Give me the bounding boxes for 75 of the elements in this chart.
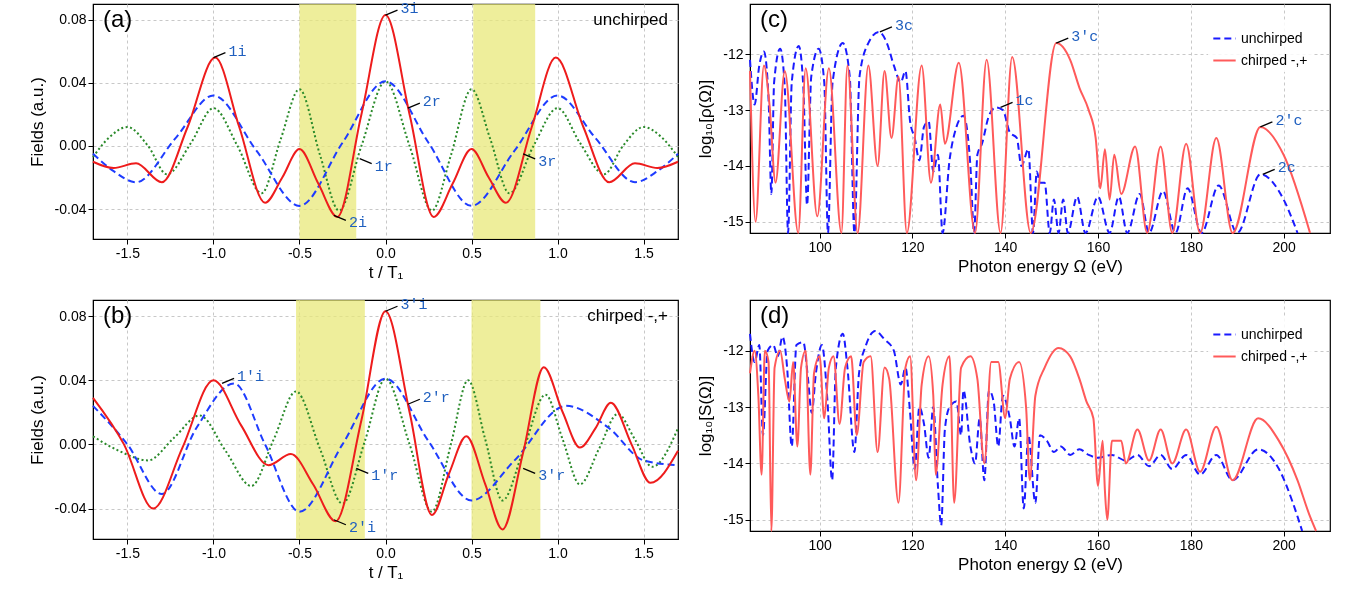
y-tick-label: 0.00 <box>59 137 87 154</box>
x-tick-label: -1.0 <box>201 244 227 261</box>
y-tick-label: -0.04 <box>54 200 87 217</box>
x-tick-label: 100 <box>808 238 832 255</box>
y-tick-label: -12 <box>723 45 744 62</box>
legend-label: unchirped <box>1241 29 1303 46</box>
y-axis-title: log₁₀[ρ(Ω)] <box>696 79 716 159</box>
x-tick-label: -1.5 <box>115 244 141 261</box>
annotation: 3c <box>894 17 913 35</box>
y-axis-title: Fields (a.u.) <box>27 375 47 465</box>
x-tick-label: 1.0 <box>548 244 568 261</box>
annotation: 1'r <box>371 468 399 486</box>
x-tick-label: 140 <box>994 536 1018 553</box>
x-tick-label: 200 <box>1272 536 1296 553</box>
x-tick-label: 120 <box>901 536 925 553</box>
annotation: 2i <box>348 215 367 233</box>
x-tick-label: 160 <box>1086 536 1111 553</box>
annotation: 3'c <box>1071 29 1099 47</box>
x-axis-title: Photon energy Ω (eV) <box>958 256 1123 276</box>
annotation: 2'c <box>1275 112 1303 130</box>
annotation: 3r <box>538 153 557 171</box>
annotation: (c) <box>760 5 788 32</box>
y-tick-label: -14 <box>723 157 744 174</box>
y-tick-label: -13 <box>723 398 744 415</box>
y-tick-label: -15 <box>723 511 744 528</box>
legend-label: chirped -,+ <box>1241 51 1308 68</box>
annotation: (d) <box>760 301 790 328</box>
x-tick-label: -0.5 <box>287 244 313 261</box>
x-tick-label: 1.5 <box>634 544 655 561</box>
y-tick-label: 0.04 <box>59 371 87 388</box>
annotation: 2'r <box>422 390 450 408</box>
x-tick-label: 180 <box>1179 238 1204 255</box>
annotation: 3'i <box>400 297 428 315</box>
y-axis-title: Fields (a.u.) <box>27 77 47 167</box>
y-tick-label: -0.04 <box>54 500 87 517</box>
x-tick-label: 0.0 <box>376 244 396 261</box>
annotation: (a) <box>103 5 133 32</box>
legend-label: unchirped <box>1241 325 1303 342</box>
y-tick-label: -12 <box>723 342 744 359</box>
legend-label: chirped -,+ <box>1241 347 1308 364</box>
y-tick-label: 0.04 <box>59 74 87 91</box>
annotation: 3'r <box>538 468 566 486</box>
x-tick-label: 120 <box>901 238 925 255</box>
x-tick-label: 1.0 <box>548 544 568 561</box>
x-tick-label: 180 <box>1179 536 1204 553</box>
annotation: 1'i <box>237 369 265 387</box>
annotation: 1i <box>228 43 247 61</box>
x-tick-label: -0.5 <box>287 544 313 561</box>
y-tick-label: 0.00 <box>59 435 87 452</box>
annotation: unchirped <box>593 10 668 29</box>
y-axis-title: log₁₀[S(Ω)] <box>696 375 716 457</box>
annotation: chirped -,+ <box>587 306 669 325</box>
y-tick-label: -15 <box>723 213 744 230</box>
x-tick-label: 0.0 <box>376 544 396 561</box>
annotation: 1r <box>374 158 393 176</box>
x-axis-title: t / T₁ <box>368 562 404 582</box>
x-tick-label: 0.5 <box>462 544 482 561</box>
annotation: 2r <box>422 94 441 112</box>
x-axis-title: t / T₁ <box>368 262 404 282</box>
x-axis-title: Photon energy Ω (eV) <box>958 554 1123 574</box>
x-tick-label: 1.5 <box>634 244 655 261</box>
x-tick-label: 0.5 <box>462 244 482 261</box>
y-tick-label: 0.08 <box>59 307 87 324</box>
x-tick-label: -1.0 <box>201 544 227 561</box>
x-tick-label: 100 <box>808 536 832 553</box>
y-tick-label: -13 <box>723 101 744 118</box>
annotation: 3i <box>400 1 419 19</box>
x-tick-label: 140 <box>994 238 1018 255</box>
annotation: (b) <box>103 301 133 328</box>
y-tick-label: 0.08 <box>59 11 87 28</box>
x-tick-label: 160 <box>1086 238 1111 255</box>
annotation: 2'i <box>348 519 376 537</box>
x-tick-label: 200 <box>1272 238 1296 255</box>
y-tick-label: -14 <box>723 454 744 471</box>
x-tick-label: -1.5 <box>115 544 141 561</box>
